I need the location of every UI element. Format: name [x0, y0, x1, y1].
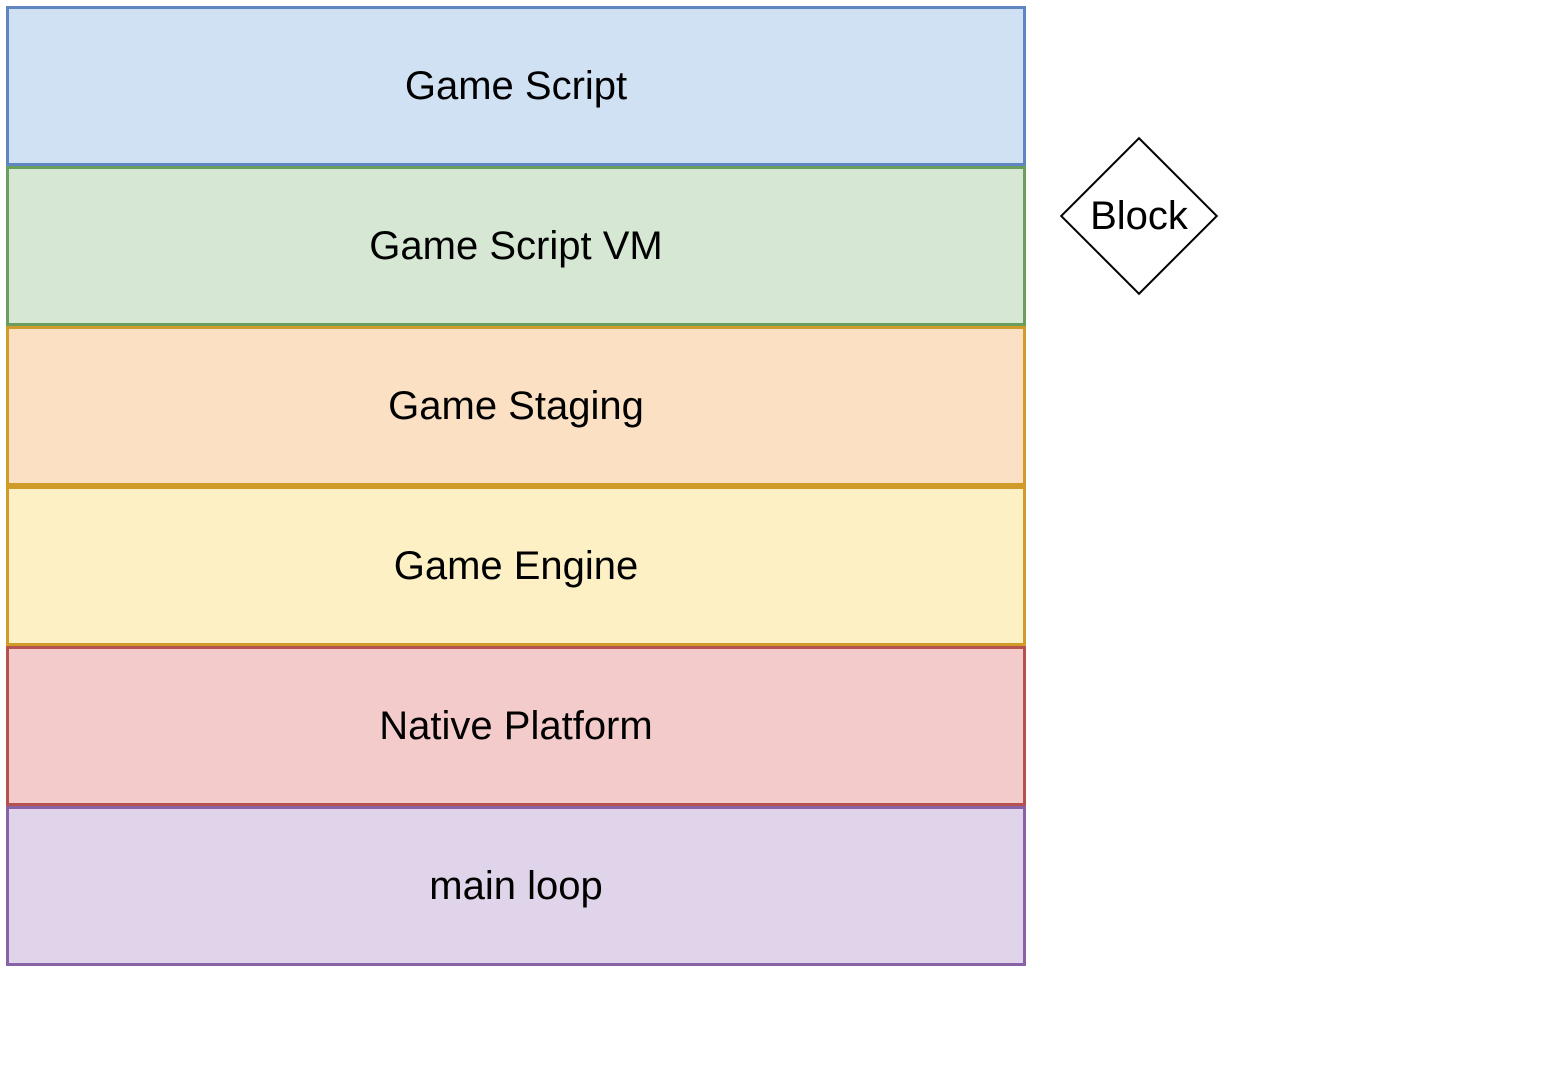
layer-label-5: main loop: [429, 864, 602, 909]
layer-stack: Game Script Game Script VM Game Staging Gam…: [6, 6, 1026, 966]
diamond-label: Block: [1090, 194, 1188, 239]
layer-2: Game Staging: [6, 326, 1026, 486]
layer-label-4: Native Platform: [379, 704, 652, 749]
layer-5: main loop: [6, 806, 1026, 966]
layer-3: Game Engine: [6, 486, 1026, 646]
block-diamond: Block: [1060, 137, 1218, 295]
layer-label-1: Game Script VM: [369, 224, 662, 269]
layer-label-0: Game Script: [405, 64, 627, 109]
layer-label-3: Game Engine: [394, 544, 639, 589]
layer-4: Native Platform: [6, 646, 1026, 806]
layer-0: Game Script: [6, 6, 1026, 166]
layer-label-2: Game Staging: [388, 384, 644, 429]
layer-1: Game Script VM: [6, 166, 1026, 326]
architecture-diagram: Game Script Game Script VM Game Staging Gam…: [0, 0, 1544, 1084]
